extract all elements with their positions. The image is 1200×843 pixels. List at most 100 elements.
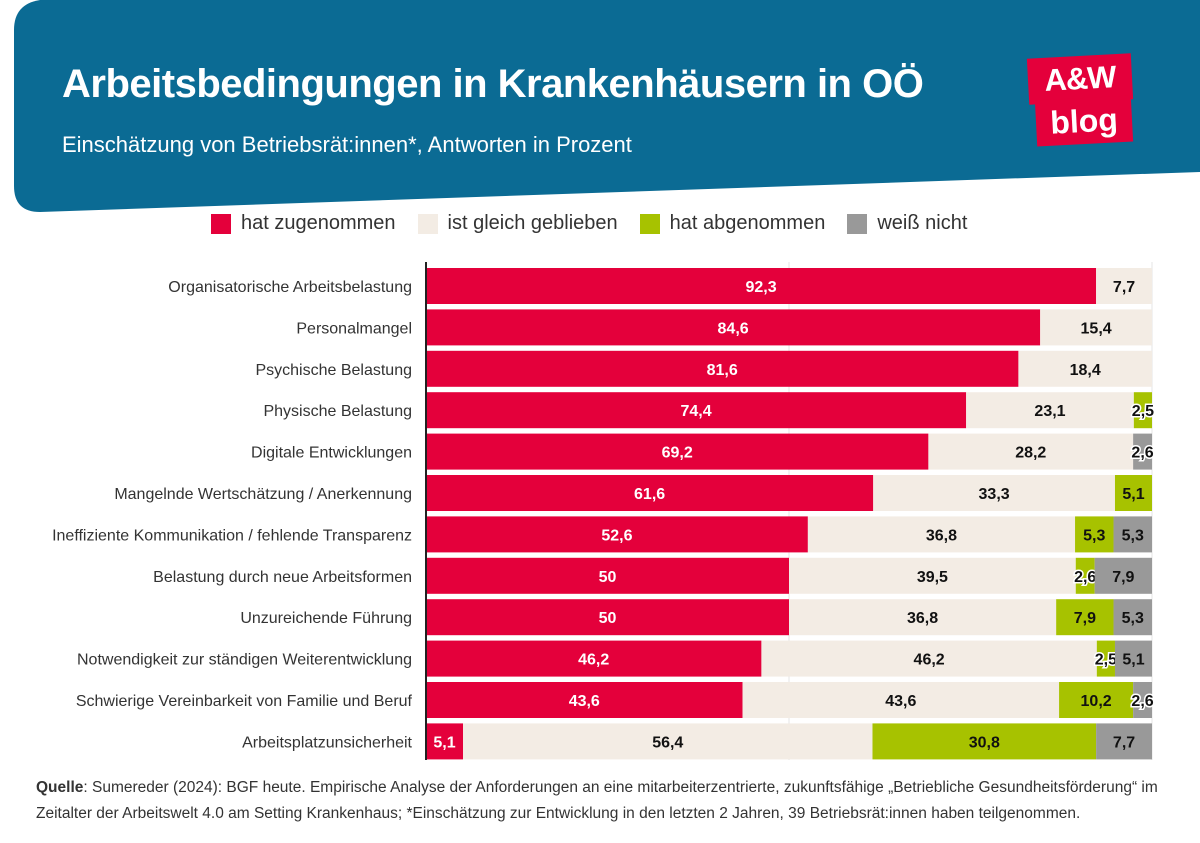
data-label: 5,1 — [1122, 652, 1144, 669]
data-label: 10,2 — [1081, 693, 1112, 710]
data-label: 7,7 — [1113, 734, 1135, 751]
data-label: 23,1 — [1034, 403, 1065, 420]
bar-segment-unchanged — [742, 682, 1060, 718]
header-band — [14, 0, 1200, 212]
bar-segment-unchanged — [928, 433, 1134, 470]
bar-segment-decreased — [1059, 682, 1134, 718]
bar-segment-unchanged — [807, 516, 1076, 553]
data-label: 5,1 — [1122, 486, 1144, 503]
data-label: 18,4 — [1070, 362, 1101, 379]
bar-segment-decreased — [1114, 475, 1152, 511]
legend-swatch-dont-know — [847, 213, 868, 234]
data-label: 36,8 — [907, 610, 938, 627]
data-label: 2,6 — [1131, 693, 1153, 710]
bar-segment-increased — [426, 350, 1019, 387]
bar-segment-increased — [426, 640, 762, 677]
bar-segment-increased — [426, 268, 1097, 304]
data-label: 2,5 — [1095, 652, 1117, 669]
bar-segment-increased — [426, 433, 929, 470]
bar-segment-decreased — [872, 723, 1097, 760]
data-label: 2,6 — [1131, 445, 1153, 462]
category-label: Mangelnde Wertschätzung / Anerkennung — [114, 486, 412, 503]
data-label: 50 — [599, 569, 617, 586]
bar-segment-increased — [426, 557, 789, 594]
category-label: Belastung durch neue Arbeitsformen — [153, 569, 412, 586]
category-label: Psychische Belastung — [255, 362, 412, 379]
bar-segment-dont-know — [1133, 682, 1152, 718]
bar-segment-unchanged — [789, 599, 1057, 636]
legend-label-decreased: hat abgenommen — [669, 212, 826, 234]
data-label: 5,3 — [1122, 527, 1144, 544]
data-label: 56,4 — [652, 734, 683, 751]
bar-segment-dont-know — [1094, 557, 1152, 594]
data-label: 33,3 — [979, 486, 1010, 503]
data-label: 46,2 — [578, 652, 609, 669]
data-label: 28,2 — [1015, 445, 1046, 462]
category-label: Digitale Entwicklungen — [251, 445, 412, 462]
data-label: 69,2 — [662, 445, 693, 462]
data-label: 7,9 — [1074, 610, 1096, 627]
bar-segment-dont-know — [1113, 516, 1152, 553]
bar-segment-increased — [426, 392, 967, 429]
bar-segment-increased — [426, 309, 1041, 346]
legend-swatch-unchanged — [417, 213, 438, 234]
source-note: Quelle: Sumereder (2024): BGF heute. Emp… — [36, 775, 1176, 827]
data-label: 2,5 — [1132, 403, 1154, 420]
bar-segment-dont-know — [1114, 640, 1152, 677]
bar-segment-unchanged — [873, 475, 1115, 511]
category-label: Arbeitsplatzunsicherheit — [242, 734, 412, 751]
bar-segment-unchanged — [1018, 350, 1152, 387]
data-label: 52,6 — [601, 527, 632, 544]
bar-segment-decreased — [1056, 599, 1114, 636]
data-label: 74,4 — [681, 403, 712, 420]
bar-segment-increased — [426, 475, 874, 511]
data-label: 7,7 — [1113, 279, 1135, 296]
bar-segment-increased — [426, 516, 808, 553]
legend-item-decreased: hat abgenommen — [639, 212, 826, 235]
category-label: Ineffiziente Kommunikation / fehlende Tr… — [52, 527, 412, 544]
legend-swatch-decreased — [639, 213, 660, 234]
data-label: 39,5 — [917, 569, 948, 586]
bar-segment-increased — [426, 723, 464, 760]
category-label: Organisatorische Arbeitsbelastung — [168, 279, 412, 296]
category-label: Physische Belastung — [263, 403, 412, 420]
bar-segment-decreased — [1075, 557, 1095, 594]
category-label: Notwendigkeit zur ständigen Weiterentwic… — [77, 652, 412, 669]
bar-segment-dont-know — [1133, 433, 1152, 470]
data-label: 5,3 — [1083, 527, 1105, 544]
data-label: 30,8 — [969, 734, 1000, 751]
data-label: 15,4 — [1081, 320, 1112, 337]
data-label: 84,6 — [718, 320, 749, 337]
legend: hat zugenommen ist gleich geblieben hat … — [211, 212, 989, 235]
bar-segment-unchanged — [1096, 268, 1152, 304]
chart-title: Arbeitsbedingungen in Krankenhäusern in … — [62, 62, 924, 106]
bar-segment-increased — [426, 682, 743, 718]
source-label: Quelle — [36, 779, 84, 796]
bar-segment-unchanged — [966, 392, 1134, 429]
bar-segment-dont-know — [1113, 599, 1152, 636]
data-label: 43,6 — [885, 693, 916, 710]
legend-swatch-increased — [211, 213, 231, 234]
bar-segment-dont-know — [1096, 723, 1152, 760]
data-label: 92,3 — [745, 279, 776, 296]
data-label: 46,2 — [914, 652, 945, 669]
stacked-bar-chart: Organisatorische Arbeitsbelastung 92,3 7,7… — [52, 262, 1156, 760]
category-label: Schwierige Vereinbarkeit von Familie und… — [76, 693, 413, 710]
chart-subtitle: Einschätzung von Betriebsrät:innen*, Ant… — [62, 132, 632, 157]
data-label: 81,6 — [707, 362, 738, 379]
bar-segment-unchanged — [463, 723, 873, 760]
bar-segment-unchanged — [1040, 309, 1152, 346]
bar-segment-decreased — [1133, 392, 1152, 429]
bar-segment-unchanged — [761, 640, 1097, 677]
data-label: 36,8 — [926, 527, 957, 544]
data-label: 5,3 — [1122, 610, 1144, 627]
legend-label-increased: hat zugenommen — [241, 212, 396, 234]
category-label: Personalmangel — [296, 320, 412, 337]
data-label: 7,9 — [1112, 569, 1134, 586]
legend-label-unchanged: ist gleich geblieben — [447, 212, 618, 234]
legend-item-unchanged: ist gleich geblieben — [417, 212, 618, 235]
bar-segment-increased — [426, 599, 789, 636]
legend-item-dont-know: weiß nicht — [847, 212, 967, 235]
data-label: 61,6 — [634, 486, 665, 503]
bar-segment-decreased — [1075, 516, 1114, 553]
